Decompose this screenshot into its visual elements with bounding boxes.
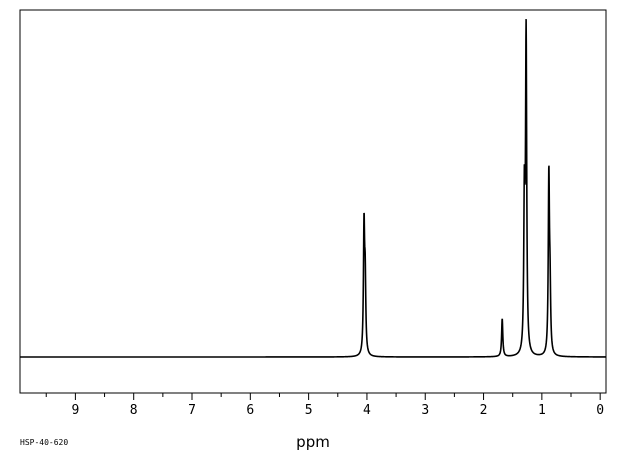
x-tick-label-1: 1: [538, 403, 546, 418]
x-tick-label-3: 3: [421, 403, 429, 418]
x-tick-label-4: 4: [363, 403, 371, 418]
spectrum-id-label: HSP-40-620: [20, 438, 68, 447]
x-axis-title: ppm: [296, 433, 330, 451]
x-tick-label-0: 0: [596, 403, 604, 418]
x-axis-ticks: 9 8 7 6 5 4 3 2 1 0: [45, 393, 604, 418]
x-tick-label-9: 9: [71, 403, 79, 418]
x-tick-label-7: 7: [188, 403, 196, 418]
x-tick-label-8: 8: [130, 403, 138, 418]
x-tick-label-5: 5: [305, 403, 313, 418]
x-tick-label-6: 6: [246, 403, 254, 418]
x-tick-label-2: 2: [480, 403, 488, 418]
plot-frame: [19, 9, 607, 394]
spectrum-layer: [20, 19, 606, 358]
spectrum-line: [20, 19, 606, 358]
